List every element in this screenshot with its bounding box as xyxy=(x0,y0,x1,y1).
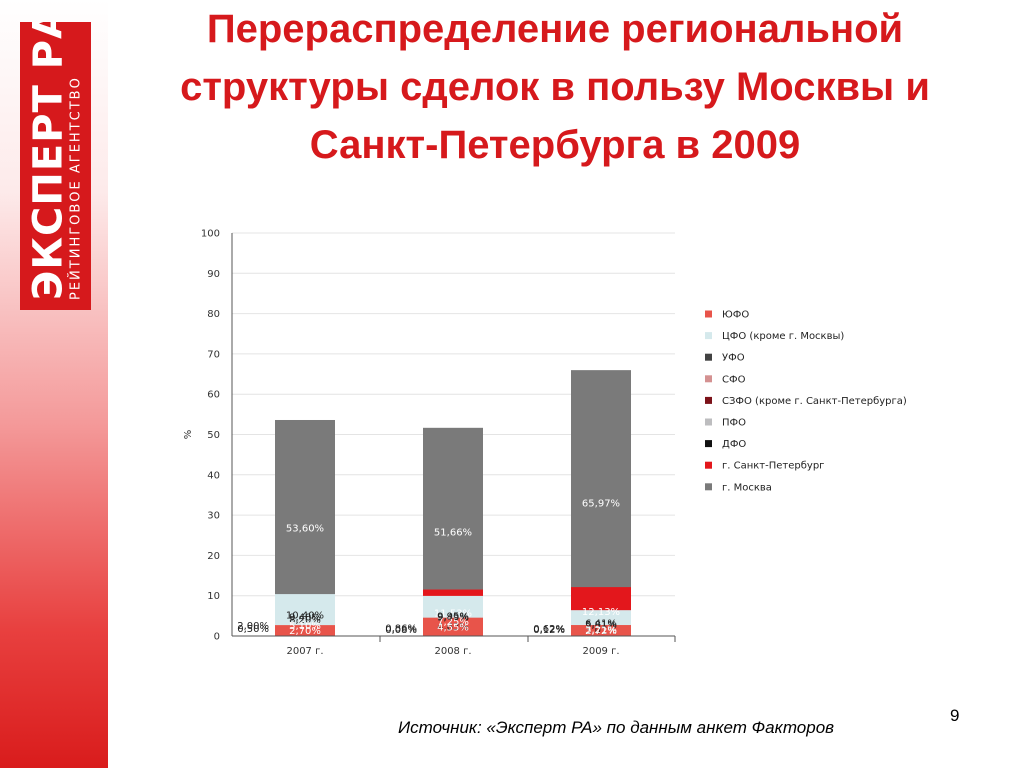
data-label-уфо: 7,25% xyxy=(437,617,469,628)
data-label-сзфо-кроме-г-санкт-петербурга: 0,62% xyxy=(533,624,565,635)
y-tick-label: 30 xyxy=(207,511,220,522)
data-label-г-санкт-петербург: 12,13% xyxy=(582,607,620,618)
legend-label-г-санкт-петербург: г. Санкт-Петербург xyxy=(722,461,824,472)
y-tick-label: 60 xyxy=(207,390,220,401)
data-label-пфо: 9,40% xyxy=(289,613,321,624)
data-label-юфо: 2,70% xyxy=(289,626,321,637)
bar-segment-юфо xyxy=(571,625,631,636)
data-label-дфо: 0,08% xyxy=(385,625,417,636)
y-tick-label: 0 xyxy=(214,632,220,643)
x-tick-label: 2007 г. xyxy=(286,646,323,657)
data-label-пфо: 9,49% xyxy=(437,612,469,623)
legend-swatch-сзфо-кроме-г-санкт-петербурга xyxy=(705,396,712,404)
x-tick-label: 2009 г. xyxy=(582,646,619,657)
data-label-цфо-кроме-г-москвы: 9,95% xyxy=(437,611,469,622)
legend-swatch-уфо xyxy=(705,353,712,361)
data-label-сфо: 8,20% xyxy=(289,615,321,626)
data-label-уфо: 5,10% xyxy=(289,621,321,632)
data-label-юфо: 2,72% xyxy=(585,626,617,637)
bar-segment-юфо xyxy=(423,617,483,636)
data-label-г-санкт-петербург: 8,00% xyxy=(289,615,321,626)
legend-swatch-дфо xyxy=(705,440,712,448)
data-label-сфо: 3,01% xyxy=(585,625,617,636)
legend-label-дфо: ДФО xyxy=(722,439,746,450)
y-tick-label: 40 xyxy=(207,470,220,481)
y-tick-label: 10 xyxy=(207,591,220,602)
data-label-г-санкт-петербург: 11,53% xyxy=(434,608,472,619)
data-label-г-москва: 65,97% xyxy=(582,499,620,510)
legend-swatch-пфо xyxy=(705,418,712,426)
data-label-сзфо-кроме-г-санкт-петербурга: 2,00% xyxy=(237,621,269,632)
legend-label-цфо-кроме-г-москвы: ЦФО (кроме г. Москвы) xyxy=(722,331,844,342)
data-label-г-москва: 53,60% xyxy=(286,523,324,534)
data-label-сфо: 4,63% xyxy=(437,622,469,633)
legend-swatch-сфо xyxy=(705,375,712,383)
stacked-bar-chart: 53,60% 8,00% 0,50% 9,40% 2,00% 8,20%5,10%10,4… xyxy=(183,229,907,658)
legend-label-юфо: ЮФО xyxy=(722,310,749,321)
logo-subtitle-text: РЕЙТИНГОВОЕ АГЕНТСТВО xyxy=(67,76,83,300)
data-label-дфо: 0,12% xyxy=(533,625,565,636)
sidebar-gradient: ЭКСПЕРТ РА РЕЙТИНГОВОЕ АГЕНТСТВО xyxy=(0,0,108,768)
data-label-дфо: 0,50% xyxy=(237,624,269,635)
legend-label-г-москва: г. Москва xyxy=(722,482,772,493)
legend-label-уфо: УФО xyxy=(722,353,745,364)
x-tick-label: 2008 г. xyxy=(434,646,471,657)
data-label-уфо: 3,21% xyxy=(585,625,617,636)
data-label-г-москва: 51,66% xyxy=(434,527,472,538)
legend-label-пфо: ПФО xyxy=(722,418,746,429)
y-tick-label: 70 xyxy=(207,349,220,360)
legend-swatch-г-санкт-петербург xyxy=(705,461,712,469)
y-tick-label: 80 xyxy=(207,309,220,320)
bar-segment-юфо xyxy=(275,625,335,636)
y-tick-label: 50 xyxy=(207,430,220,441)
data-label-сзфо-кроме-г-санкт-петербурга: 0,86% xyxy=(385,623,417,634)
logo-brand-text: ЭКСПЕРТ РА xyxy=(24,22,71,300)
expert-ra-logo: ЭКСПЕРТ РА РЕЙТИНГОВОЕ АГЕНТСТВО xyxy=(20,22,91,310)
y-tick-label: 100 xyxy=(201,229,220,240)
page-number: 9 xyxy=(950,706,960,725)
source-note: Источник: «Эксперт РА» по данным анкет Ф… xyxy=(398,718,835,737)
legend-swatch-г-москва xyxy=(705,483,712,491)
y-axis-label: % xyxy=(183,430,194,440)
data-label-юфо: 4,55% xyxy=(437,622,469,633)
data-label-пфо: 5,81% xyxy=(585,620,617,631)
legend-swatch-юфо xyxy=(705,310,712,318)
y-tick-label: 90 xyxy=(207,269,220,280)
data-label-цфо-кроме-г-москвы: 10,40% xyxy=(286,611,324,622)
data-label-цфо-кроме-г-москвы: 6,41% xyxy=(585,619,617,630)
legend-swatch-цфо-кроме-г-москвы xyxy=(705,332,712,340)
slide-title: Перераспределение региональной структуры… xyxy=(180,7,930,167)
y-tick-label: 20 xyxy=(207,551,220,562)
legend-label-сфо: СФО xyxy=(722,374,746,385)
legend-label-сзфо-кроме-г-санкт-петербурга: СЗФО (кроме г. Санкт-Петербурга) xyxy=(722,396,907,407)
